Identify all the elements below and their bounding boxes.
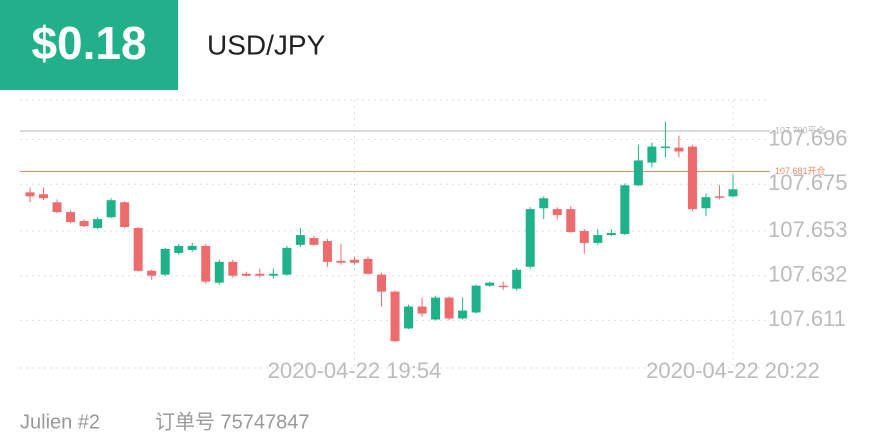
candle-body [66,212,76,223]
candle-body [714,196,724,198]
candle-body [255,273,265,276]
candle-body [390,291,400,342]
pair-name: USD/JPY [207,29,326,60]
candle-body [201,245,211,282]
x-tick-label: 2020-04-22 20:22 [646,358,820,383]
price-line-label: 107.700平仓 [775,124,826,135]
candle-body [147,270,157,276]
order-number: 订单号 75747847 [155,410,310,433]
candle-body [120,202,130,227]
candle-body [336,260,346,263]
candle-body [133,228,143,271]
candle-body [363,258,373,274]
candle-body [349,259,359,263]
candle-body [228,261,238,276]
candle-body [160,248,170,275]
candle-body [647,146,657,163]
profit-badge [0,0,178,90]
candle-body [417,306,427,314]
candle-body [79,221,89,227]
candle-body [606,232,616,236]
candle-body [687,146,697,210]
candle-body [322,241,332,262]
candle-body [174,245,184,253]
candle-body [498,285,508,288]
candle-body [620,185,630,234]
candle-body [295,235,305,245]
price-line-label: 107.681开仓 [775,165,826,176]
candle-body [525,209,535,267]
candle-body [593,235,603,243]
y-tick-label: 107.632 [768,262,848,287]
candle-body [106,200,116,218]
candle-body [309,238,319,245]
candle-body [579,231,589,243]
candle-body [93,219,103,229]
candle-body [728,189,738,197]
candle-body [39,194,49,199]
candle-body [241,273,251,276]
candle-body [458,310,468,319]
candle-body [25,192,35,197]
candle-body [187,245,197,250]
candle-body [377,274,386,292]
y-tick-label: 107.611 [768,306,846,331]
candle-body [485,282,495,286]
candle-body [566,209,576,233]
candle-body [282,247,292,275]
candle-body [674,147,684,152]
candle-body [660,146,670,149]
candle-body [268,273,278,276]
candle-body [512,269,522,289]
chart: 107.611 107.632 107.653 107.675 107.696 2020-… [20,100,848,383]
candle-body [701,197,711,209]
candle-body [539,198,549,209]
candle-body [633,160,643,186]
candle-body [552,209,562,216]
y-tick-label: 107.696 [768,125,848,150]
candle-body [404,306,414,329]
candle-body [431,297,441,320]
y-tick-label: 107.653 [768,217,848,242]
y-tick-label: 107.675 [768,170,848,195]
candle-body [214,261,224,283]
account-name: Julien #2 [20,411,100,433]
profit-value: $0.18 [31,17,146,69]
candle-body [444,297,454,319]
candle-body [52,202,62,213]
candle-body [471,285,481,313]
x-tick-label: 2020-04-22 19:54 [268,358,442,383]
